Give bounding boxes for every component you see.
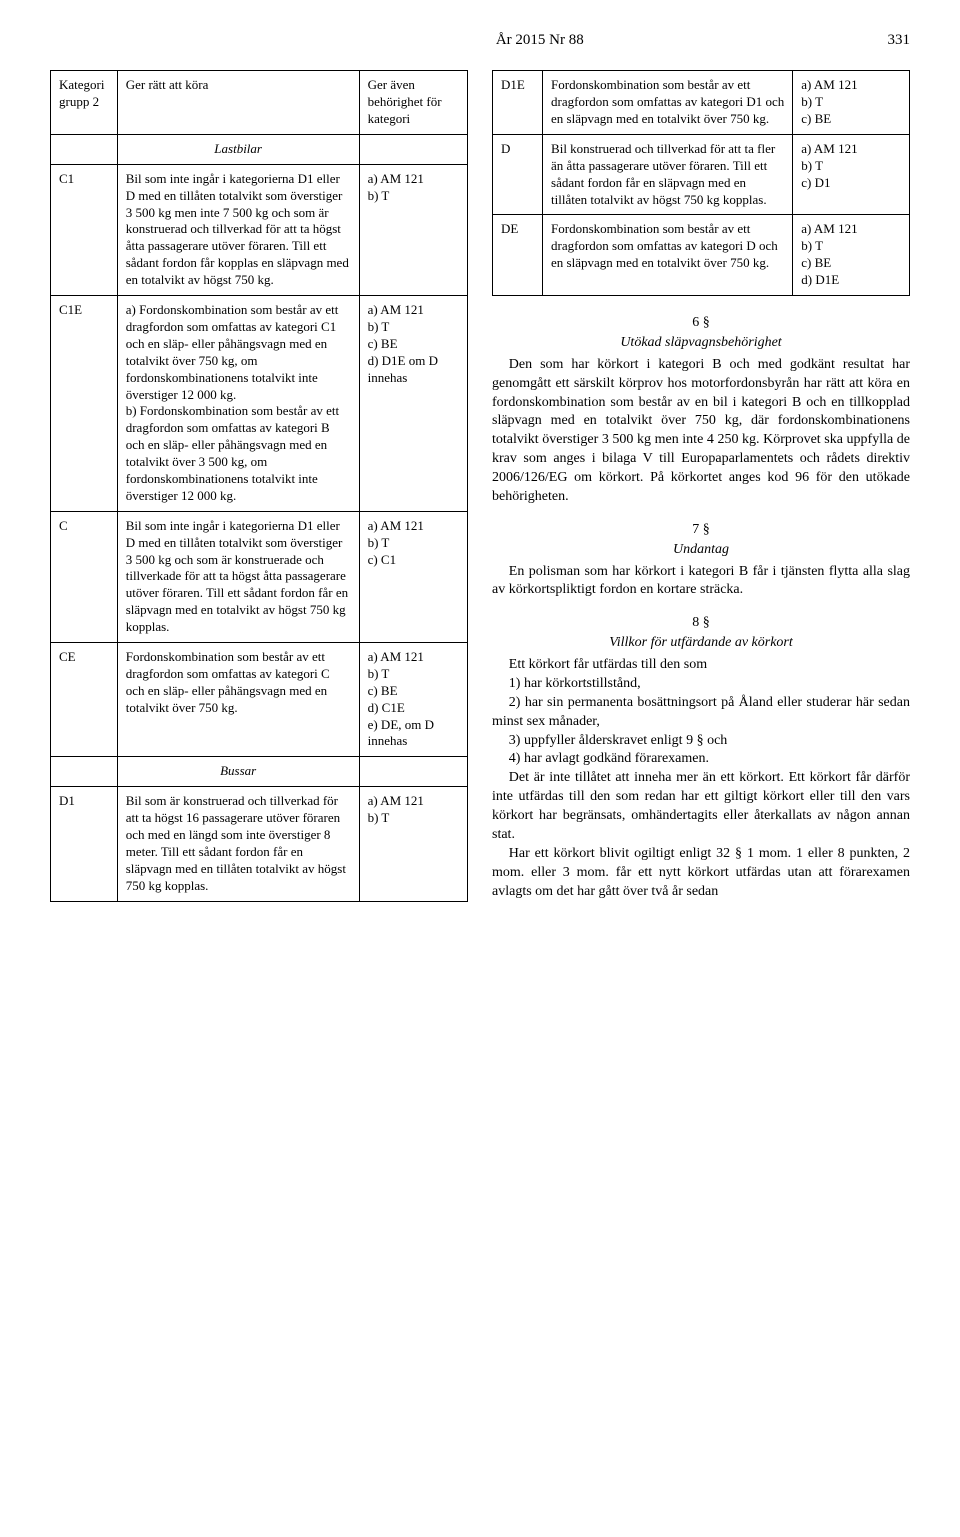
section-num: 7 § bbox=[492, 521, 910, 540]
section-line: Ett körkort får utfärdas till den som bbox=[492, 656, 910, 675]
left-column: Kategori grupp 2 Ger rätt att köra Ger ä… bbox=[50, 70, 468, 915]
section-title: Utökad släpvagnsbehörighet bbox=[492, 335, 910, 352]
perm-ce: a) AM 121 b) T c) BE d) C1E e) DE, om D … bbox=[359, 642, 467, 756]
table-row: D Bil konstruerad och tillverkad för att… bbox=[493, 134, 910, 215]
page-header: År 2015 Nr 88 331 bbox=[50, 30, 910, 50]
section-tail2: Har ett körkort blivit ogiltigt enligt 3… bbox=[492, 845, 910, 902]
perm-c: a) AM 121 b) T c) C1 bbox=[359, 511, 467, 642]
desc-d: Bil konstruerad och tillverkad för att t… bbox=[543, 134, 793, 215]
desc-de: Fordonskombination som består av ett dra… bbox=[543, 215, 793, 296]
cat-de: DE bbox=[493, 215, 543, 296]
perm-d: a) AM 121 b) T c) D1 bbox=[793, 134, 910, 215]
section-label: Lastbilar bbox=[117, 134, 359, 164]
section-line: 4) har avlagt godkänd förarexamen. bbox=[492, 750, 910, 769]
cat-d1e: D1E bbox=[493, 71, 543, 135]
cat-c1: C1 bbox=[51, 164, 118, 295]
desc-c: Bil som inte ingår i kategorierna D1 ell… bbox=[117, 511, 359, 642]
section-8: 8 § Villkor för utfärdande av körkort Et… bbox=[492, 614, 910, 901]
header-left: År 2015 Nr 88 bbox=[496, 32, 584, 48]
perm-de: a) AM 121 b) T c) BE d) D1E bbox=[793, 215, 910, 296]
section-title: Undantag bbox=[492, 542, 910, 559]
table-header-row: Kategori grupp 2 Ger rätt att köra Ger ä… bbox=[51, 71, 468, 135]
section-line: 2) har sin permanenta bosättningsort på … bbox=[492, 694, 910, 732]
table-row: C Bil som inte ingår i kategorierna D1 e… bbox=[51, 511, 468, 642]
perm-c1: a) AM 121 b) T bbox=[359, 164, 467, 295]
cat-c1e: C1E bbox=[51, 296, 118, 512]
col-header-permission: Ger även behörighet för kategori bbox=[359, 71, 467, 135]
table-row: D1E Fordonskombination som består av ett… bbox=[493, 71, 910, 135]
section-body: Den som har körkort i kategori B och med… bbox=[492, 356, 910, 507]
section-num: 6 § bbox=[492, 314, 910, 333]
header-right: 331 bbox=[888, 32, 911, 48]
col-header-category: Kategori grupp 2 bbox=[51, 71, 118, 135]
table-row: CE Fordonskombination som består av ett … bbox=[51, 642, 468, 756]
table-row: C1E a) Fordonskombination som består av … bbox=[51, 296, 468, 512]
perm-d1e: a) AM 121 b) T c) BE bbox=[793, 71, 910, 135]
section-body: En polisman som har körkort i kategori B… bbox=[492, 563, 910, 601]
col-header-right: Ger rätt att köra bbox=[117, 71, 359, 135]
desc-c1: Bil som inte ingår i kategorierna D1 ell… bbox=[117, 164, 359, 295]
desc-c1e: a) Fordonskombination som består av ett … bbox=[117, 296, 359, 512]
section-title: Villkor för utfärdande av körkort bbox=[492, 635, 910, 652]
cat-c: C bbox=[51, 511, 118, 642]
right-column: D1E Fordonskombination som består av ett… bbox=[492, 70, 910, 915]
section-num: 8 § bbox=[492, 614, 910, 633]
section-row-lastbilar: Lastbilar bbox=[51, 134, 468, 164]
perm-d1: a) AM 121 b) T bbox=[359, 787, 467, 901]
cat-d1: D1 bbox=[51, 787, 118, 901]
desc-ce: Fordonskombination som består av ett dra… bbox=[117, 642, 359, 756]
section-7: 7 § Undantag En polisman som har körkort… bbox=[492, 521, 910, 600]
cat-d: D bbox=[493, 134, 543, 215]
table-row: C1 Bil som inte ingår i kategorierna D1 … bbox=[51, 164, 468, 295]
right-table: D1E Fordonskombination som består av ett… bbox=[492, 70, 910, 296]
desc-d1e: Fordonskombination som består av ett dra… bbox=[543, 71, 793, 135]
table-row: D1 Bil som är konstruerad och tillverkad… bbox=[51, 787, 468, 901]
two-column-layout: Kategori grupp 2 Ger rätt att köra Ger ä… bbox=[50, 70, 910, 915]
section-tail: Det är inte tillåtet att inneha mer än e… bbox=[492, 769, 910, 845]
perm-c1e: a) AM 121 b) T c) BE d) D1E om D innehas bbox=[359, 296, 467, 512]
section-6: 6 § Utökad släpvagnsbehörighet Den som h… bbox=[492, 314, 910, 507]
section-row-bussar: Bussar bbox=[51, 757, 468, 787]
section-label: Bussar bbox=[117, 757, 359, 787]
left-table: Kategori grupp 2 Ger rätt att köra Ger ä… bbox=[50, 70, 468, 901]
table-row: DE Fordonskombination som består av ett … bbox=[493, 215, 910, 296]
cat-ce: CE bbox=[51, 642, 118, 756]
section-line: 3) uppfyller ålderskravet enligt 9 § och bbox=[492, 732, 910, 751]
section-line: 1) har körkortstillstånd, bbox=[492, 675, 910, 694]
desc-d1: Bil som är konstruerad och tillverkad fö… bbox=[117, 787, 359, 901]
